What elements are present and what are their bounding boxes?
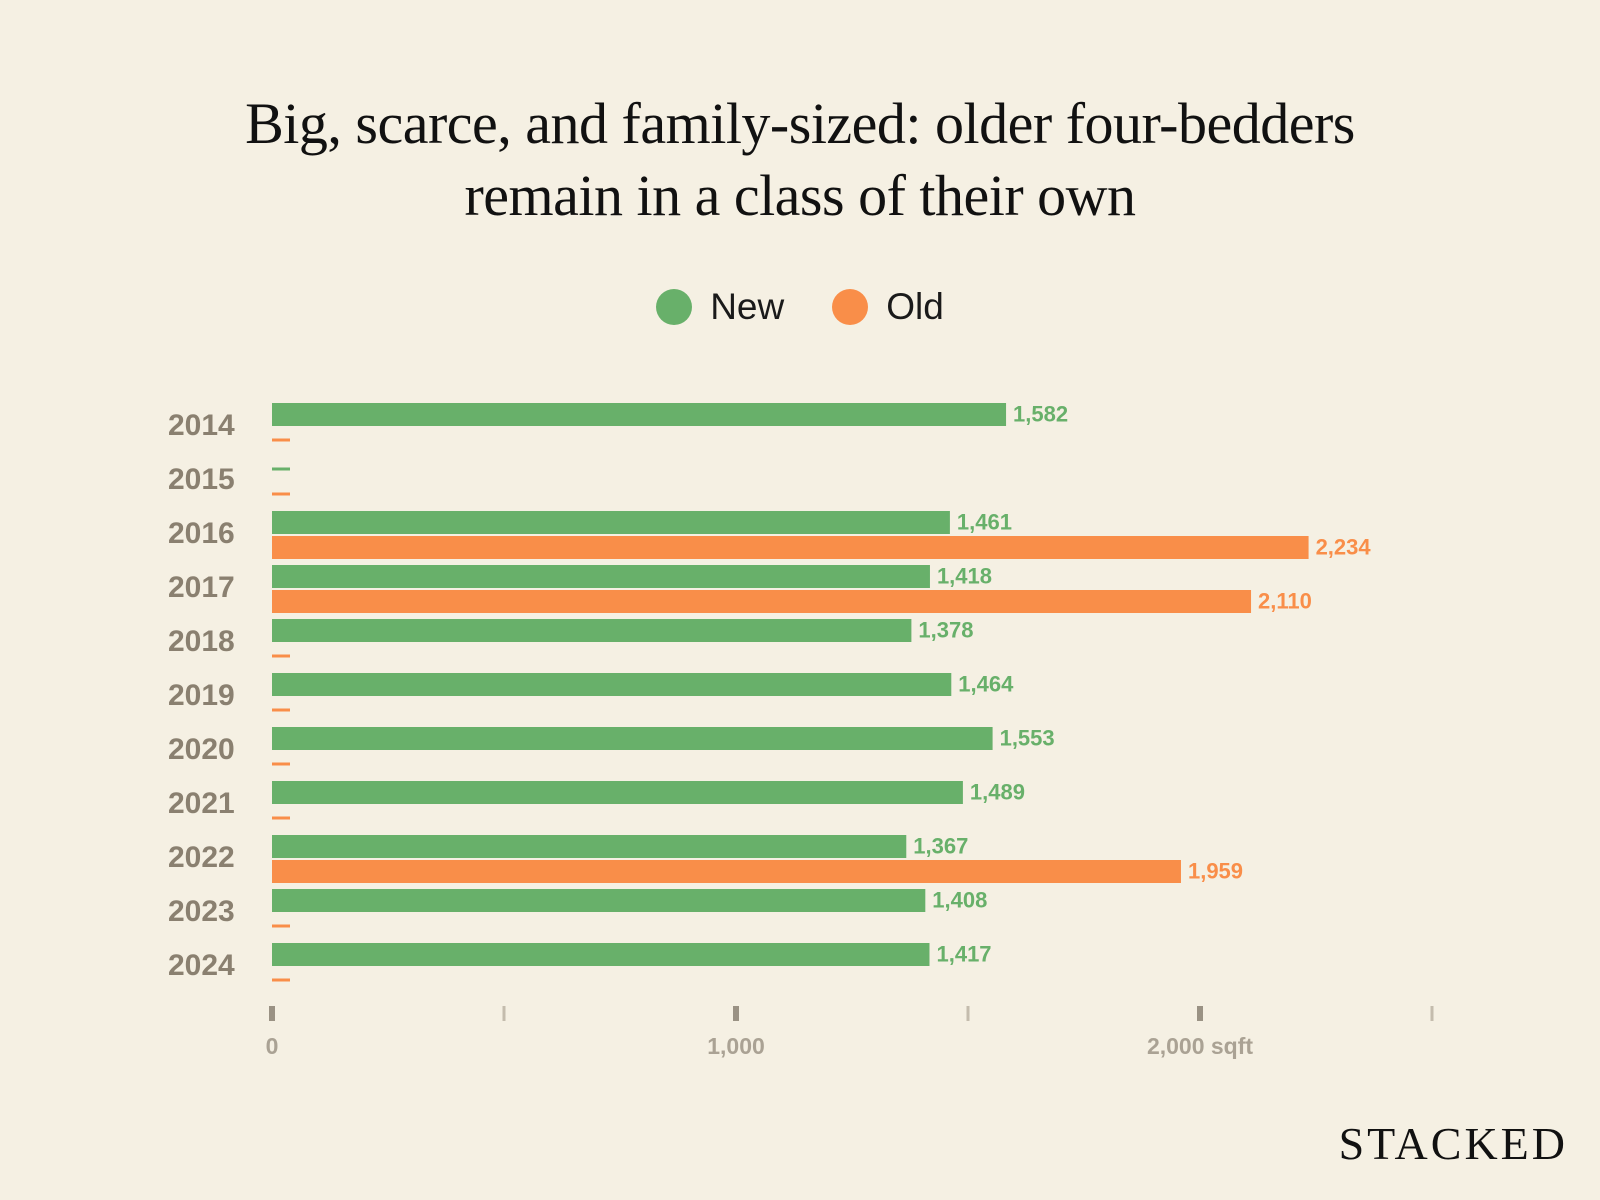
bar-new [272,889,926,912]
category-label: 2024 [168,949,235,982]
missing-value-dash [272,762,290,766]
data-label: 2,234 [1316,534,1372,559]
category-label: 2020 [168,733,235,766]
x-tick-mark [269,1006,275,1021]
legend-swatch-new [656,289,693,325]
bar-old [272,860,1181,883]
missing-value-dash [272,654,290,658]
legend-label-old: Old [886,286,944,327]
bar-new [272,727,993,750]
data-label: 1,417 [936,941,991,966]
missing-value-dash [272,924,290,928]
data-label: 2,110 [1258,588,1312,613]
category-label: 2017 [168,571,235,604]
legend-label-new: New [710,286,785,327]
legend-swatch-old [832,289,869,325]
bar-new [272,403,1007,426]
data-label: 1,464 [958,671,1014,696]
category-label: 2014 [168,409,235,442]
category-label: 2019 [168,679,235,712]
data-label: 1,553 [1000,725,1055,750]
chart-title: Big, scarce, and family-sized: older fou… [0,88,1600,232]
category-label: 2015 [168,463,235,496]
data-label: 1,367 [913,833,968,858]
missing-value-dash [272,708,290,712]
x-tick-mark [502,1006,506,1021]
legend: New Old [0,286,1600,328]
missing-value-dash [272,438,290,442]
data-label: 1,408 [932,887,987,912]
bar-new [272,673,952,696]
category-label: 2018 [168,625,235,658]
chart-title-line-2: remain in a class of their own [464,163,1136,228]
chart-title-line-1: Big, scarce, and family-sized: older fou… [245,91,1355,156]
x-tick-label: 0 [266,1033,279,1059]
legend-item-new: New [656,286,784,328]
category-label: 2022 [168,841,235,874]
x-tick-mark [966,1006,970,1021]
data-label: 1,959 [1188,858,1243,883]
bar-new [272,835,907,858]
missing-value-dash [272,467,290,471]
category-label: 2016 [168,517,235,550]
bar-new [272,943,930,966]
bar-new [272,781,963,804]
bar-old [272,590,1252,613]
bar-old [272,536,1309,559]
data-label: 1,489 [970,779,1025,804]
data-label: 1,582 [1013,401,1068,426]
missing-value-dash [272,816,290,820]
brand-logo: STACKED [1338,1118,1568,1169]
x-tick-mark [733,1006,739,1021]
missing-value-dash [272,978,290,982]
bar-new [272,619,912,642]
data-label: 1,378 [918,617,973,642]
x-tick-mark [1197,1006,1203,1021]
data-label: 1,461 [957,509,1012,534]
bar-chart: 2014 1,582 2015 2016 1,461 2,234 2017 1,418 2,11… [168,401,1434,1059]
legend-item-old: Old [832,286,944,328]
bar-new [272,511,950,534]
bar-new [272,565,930,588]
missing-value-dash [272,492,290,496]
data-label: 1,418 [937,563,992,588]
x-tick-mark [1430,1006,1434,1021]
x-tick-label: 1,000 [707,1033,765,1059]
category-label: 2021 [168,787,235,820]
category-label: 2023 [168,895,235,928]
x-tick-label: 2,000 sqft [1147,1033,1253,1059]
